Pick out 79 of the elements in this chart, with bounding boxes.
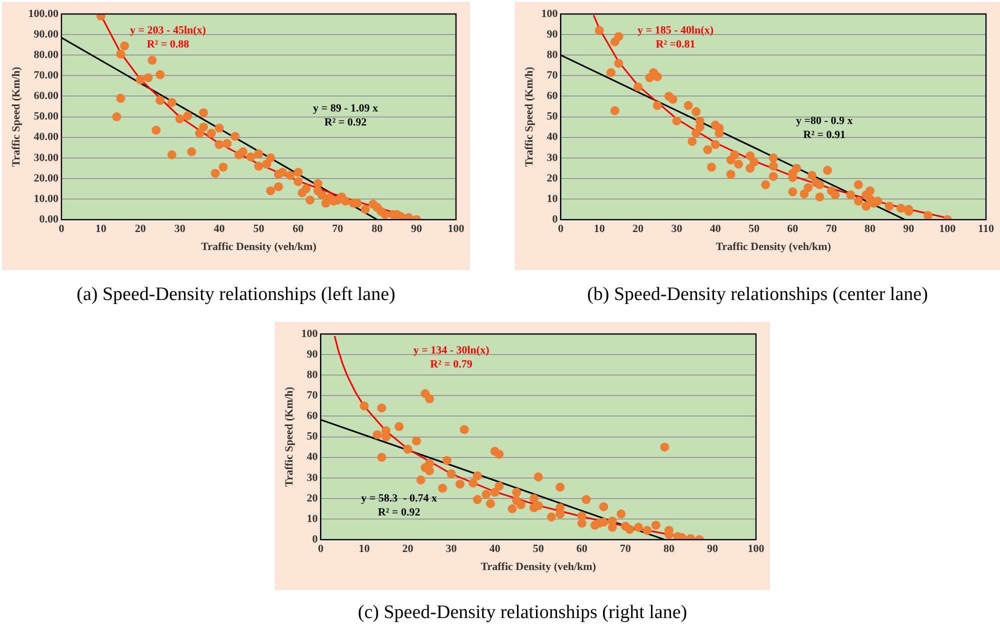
y-tick-label: 80 [306,368,318,381]
annotation: y = 203 - 45ln(x) R² = 0.88 [130,24,206,50]
x-tick-label: 20 [632,223,644,236]
y-tick-label: 30 [306,472,318,484]
y-tick-label: 30 [546,152,558,164]
x-tick-label: 110 [978,223,994,236]
x-tick-label: 10 [594,223,606,236]
y-tick-label: 90 [546,28,558,40]
x-tick-label: 100 [748,543,765,556]
x-tick-label: 20 [402,543,414,556]
y-tick-label: 60.00 [34,90,59,102]
y-tick-label: 70 [306,390,318,402]
x-tick-label: 60 [292,223,304,236]
y-tick-label: 100 [541,8,558,20]
y-tick-label: 0.00 [39,213,59,226]
x-tick-label: 50 [748,223,760,236]
x-axis-title: Traffic Density (veh/km) [201,241,317,254]
y-tick-label: 40.00 [34,131,59,144]
x-tick-label: 70 [826,223,838,236]
x-tick-label: 30 [671,223,683,236]
x-tick-label: 100 [448,223,465,236]
y-tick-label: 50 [306,430,318,443]
annotation: y = 185 - 40ln(x) R² =0.81 [638,24,714,50]
y-tick-label: 70.00 [34,70,59,82]
x-tick-label: 40 [710,223,722,236]
x-axis-title: Traffic Density (veh/km) [716,241,832,254]
y-tick-label: 80.00 [34,48,59,61]
y-tick-label: 100 [301,328,318,340]
y-tick-label: 90 [306,348,318,360]
y-tick-label: 20 [546,172,558,184]
x-tick-label: 60 [576,543,588,556]
y-axis-title: Traffic Speed (Km/h) [523,66,536,167]
y-axis-title: Traffic Speed (Km/h) [10,66,22,167]
x-tick-label: 10 [95,223,107,236]
x-tick-label: 90 [411,223,423,236]
y-tick-label: 50 [546,110,558,123]
text: (c) Speed-Density relationships (right lane) [356,602,688,624]
y-tick-label: 40 [306,451,318,464]
annotation: y = 58.3 - 0.74 x R² = 0.92 [361,492,438,518]
x-tick-label: 20 [134,223,146,236]
y-tick-label: 90.00 [34,28,59,40]
y-tick-label: 70 [546,70,558,82]
y-axis-title: Traffic Speed (Km/h) [283,386,296,487]
y-tick-label: 0 [552,213,558,226]
y-tick-label: 80 [546,48,558,61]
y-tick-label: 50.00 [34,110,59,123]
text: (a) Speed-Density relationships (left lane) [76,284,396,306]
x-tick-label: 30 [446,543,458,556]
y-tick-label: 20 [306,492,318,504]
x-tick-label: 70 [620,543,632,556]
x-tick-label: 10 [358,543,370,556]
x-tick-label: 70 [332,223,344,236]
x-tick-label: 60 [787,223,799,236]
annotation: y =80 - 0.9 x R² = 0.91 [796,114,854,141]
x-tick-label: 50 [532,543,544,556]
x-tick-label: 50 [253,223,265,236]
x-tick-label: 80 [372,223,384,236]
y-tick-label: 60 [306,410,318,422]
x-tick-label: 90 [706,543,718,556]
annotation: y = 89 - 1.09 x R² = 0.92 [313,102,378,128]
y-tick-label: 10.00 [34,192,59,205]
x-tick-label: 90 [903,223,915,236]
y-tick-label: 40 [546,131,558,144]
x-axis-title: Traffic Density (veh/km) [480,561,596,574]
y-tick-label: 30.00 [34,152,59,164]
y-tick-label: 20.00 [34,172,59,184]
x-tick-label: 80 [663,543,675,556]
y-tick-label: 10 [306,512,318,525]
x-tick-label: 100 [939,223,956,236]
x-tick-label: 80 [864,223,876,236]
x-tick-label: 30 [174,223,186,236]
annotation: y = 134 - 30ln(x) R² = 0.79 [413,344,490,370]
y-tick-label: 0 [312,533,318,546]
text: (b) Speed-Density relationships (center lane) [586,284,929,306]
x-tick-label: 40 [489,543,501,556]
y-tick-label: 60 [546,90,558,102]
y-tick-label: 10 [546,192,558,205]
x-tick-label: 40 [214,223,226,236]
y-tick-label: 100.00 [28,8,59,20]
